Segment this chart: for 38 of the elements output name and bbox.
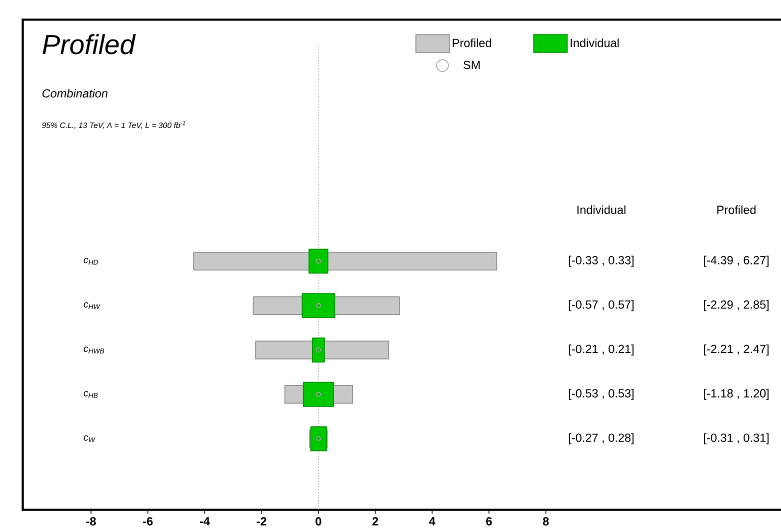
data-label: [-0.33 , 0.33] <box>569 256 634 267</box>
data-label: [-0.57 , 0.57] <box>569 300 634 312</box>
x-tick-label: -8 <box>86 517 96 526</box>
bar <box>308 248 328 274</box>
x-tick-label: 8 <box>542 517 549 526</box>
legend-label: Individual <box>570 38 619 48</box>
data-label: [-2.29 , 2.85] <box>704 300 769 312</box>
y-tick-label: c$_{HD}$ <box>84 258 98 265</box>
x-tick-label: 6 <box>486 517 492 526</box>
bar <box>302 293 336 318</box>
bar <box>255 340 390 360</box>
text: Individual <box>577 206 626 214</box>
chart-subtitle: Combination <box>42 89 108 98</box>
bar <box>193 252 498 271</box>
text: Profiled <box>717 206 756 214</box>
legend-label: SM <box>464 60 480 70</box>
chart-title: Profiled <box>42 34 136 55</box>
data-label: [-1.18 , 1.20] <box>704 389 769 400</box>
y-tick-label: c$_{HWB}$ <box>84 346 104 354</box>
x-tick-label: -6 <box>143 517 153 526</box>
x-tick-label: 4 <box>429 517 436 526</box>
data-label: [-4.39 , 6.27] <box>704 256 769 267</box>
data-label: [-0.53 , 0.53] <box>569 389 634 400</box>
bar <box>310 426 327 452</box>
legend-label: Profiled <box>452 38 492 48</box>
bar <box>312 338 325 363</box>
y-tick-label: c$_{W}$ <box>84 436 96 442</box>
x-tick-label: -2 <box>256 517 266 526</box>
data-label: [-2.21 , 2.47] <box>704 344 769 356</box>
data-label: [-0.21 , 0.21] <box>569 344 634 356</box>
x-tick-label: -4 <box>200 517 210 526</box>
data-label: [-0.27 , 0.28] <box>569 434 634 444</box>
x-tick-label: 0 <box>316 517 322 526</box>
x-tick-label: 2 <box>372 517 378 526</box>
data-label: [-0.31 , 0.31] <box>704 434 769 444</box>
bar <box>302 382 334 408</box>
y-tick-label: c$_{HB}$ <box>84 391 98 398</box>
y-tick-label: c$_{HW}$ <box>84 302 100 310</box>
